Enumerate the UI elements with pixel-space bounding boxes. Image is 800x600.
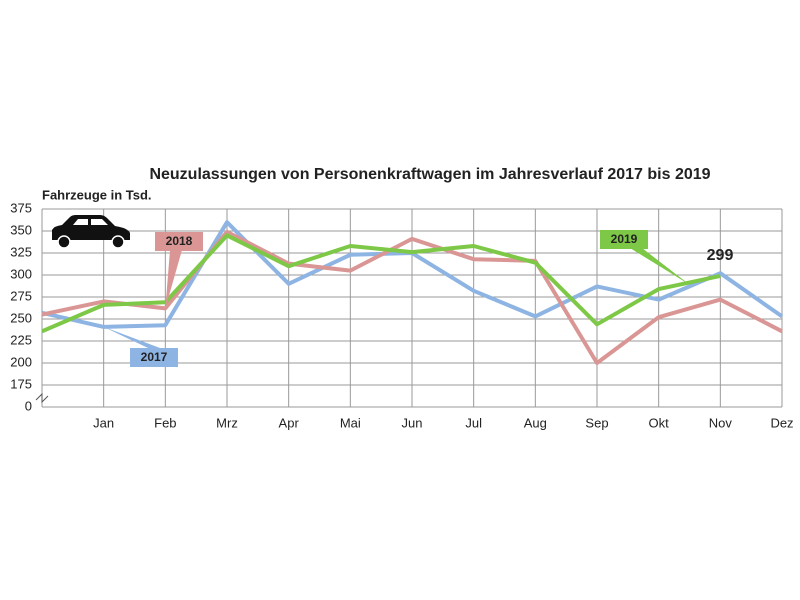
legend-pointer (630, 248, 690, 285)
x-tick-label: Feb (154, 415, 176, 430)
data-label: 299 (707, 247, 734, 264)
x-tick-label: Mai (340, 415, 361, 430)
y-tick-label: 200 (10, 354, 32, 369)
chart-title: Neuzulassungen von Personenkraftwagen im… (149, 166, 710, 183)
lines (41, 220, 784, 365)
y-tick-label: 225 (10, 332, 32, 347)
legend-label: 2018 (166, 234, 193, 248)
legend-pointer (103, 326, 160, 348)
x-tick-label: Nov (709, 415, 733, 430)
x-tick-label: Okt (649, 415, 670, 430)
car-icon (52, 215, 130, 249)
series-line (41, 233, 721, 334)
x-tick-label: Jan (93, 415, 114, 430)
legend-box (600, 230, 648, 249)
x-tick-label: Jul (465, 415, 482, 430)
y-tick-label: 175 (10, 376, 32, 391)
y-tick-label: 375 (10, 200, 32, 215)
x-tick-label: Mrz (216, 415, 238, 430)
legend-box (130, 348, 178, 367)
x-tick-label: Sep (585, 415, 608, 430)
y-axis-label: Fahrzeuge in Tsd. (42, 187, 152, 202)
legend-label: 2017 (141, 350, 168, 364)
legend-pointer (165, 250, 182, 309)
x-tick-label: Aug (524, 415, 547, 430)
legend-label: 2019 (611, 232, 638, 246)
y-tick-label: 250 (10, 310, 32, 325)
y-tick-label: 350 (10, 222, 32, 237)
x-tick-label: Apr (279, 415, 300, 430)
y-tick-label: 275 (10, 288, 32, 303)
axis-break (35, 392, 49, 404)
legend: 2017 2018 2019 (103, 230, 690, 367)
grid: 0 175 200 225 250 275 300 325 350 375 Jan Feb Mrz Apr… (10, 200, 793, 430)
x-tick-label: Dez (770, 415, 793, 430)
series-line (41, 229, 783, 365)
y-tick-label: 325 (10, 244, 32, 259)
legend-box (155, 232, 203, 251)
y-tick-label: 0 (25, 398, 32, 413)
y-tick-label: 300 (10, 266, 32, 281)
x-tick-label: Jun (402, 415, 423, 430)
